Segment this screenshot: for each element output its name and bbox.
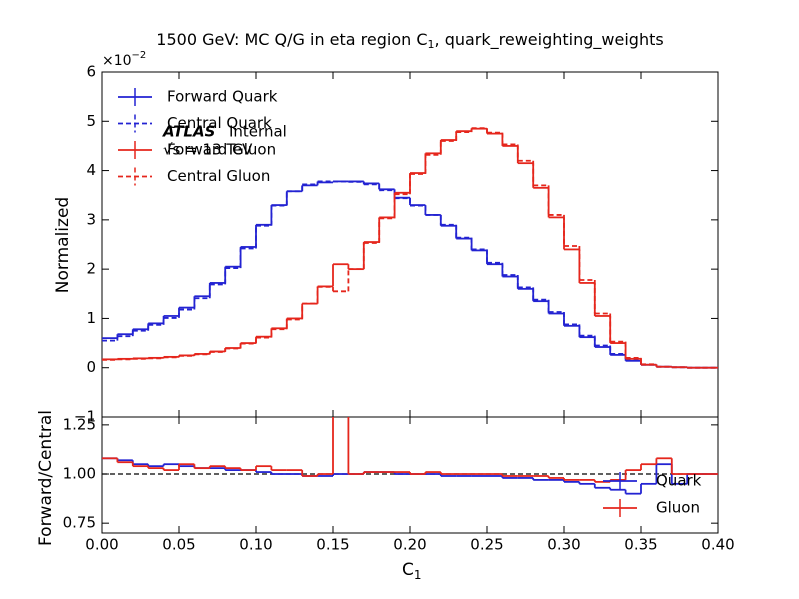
- chart-title: 1500 GeV: MC Q/G in eta region C1, quark…: [156, 30, 663, 52]
- legend-label: Forward Gluon: [167, 141, 276, 159]
- y-offset: ×10−2: [102, 50, 146, 69]
- plot-area: [102, 417, 718, 495]
- y-tick-label: −1: [74, 408, 96, 426]
- y-tick-label: 6: [86, 63, 96, 81]
- x-tick-label: 0.25: [470, 536, 503, 554]
- x-tick-label: 0.40: [701, 536, 734, 554]
- energy-label: √s = 13 TeV: [163, 141, 253, 159]
- x-tick-label: 0.00: [85, 536, 118, 554]
- internal-label: Internal: [229, 123, 287, 141]
- x-tick-label: 0.30: [547, 536, 580, 554]
- y-tick-label: 1: [86, 309, 96, 327]
- y-tick-label: 0.75: [63, 514, 96, 532]
- legend-label: Central Gluon: [167, 167, 270, 185]
- legend-label: Central Quark: [167, 114, 272, 132]
- legend-label: Gluon: [656, 499, 700, 517]
- x-tick-label: 0.10: [239, 536, 272, 554]
- y-tick-label: 2: [86, 260, 96, 278]
- y-tick-label: 1.25: [63, 415, 96, 433]
- y-tick-label: 5: [86, 112, 96, 130]
- plot-area: [102, 127, 718, 369]
- x-axis-label: C1: [402, 560, 422, 582]
- y-tick-label: 1.00: [63, 465, 96, 483]
- y-axis-label: Normalized: [53, 197, 73, 293]
- y-tick-label: 4: [86, 161, 96, 179]
- legend-label: Forward Quark: [167, 88, 278, 106]
- x-tick-label: 0.05: [162, 536, 195, 554]
- atlas-label: ATLAS: [162, 123, 215, 141]
- legend-label: Quark: [656, 472, 702, 490]
- y-axis-label: Forward/Central: [36, 410, 56, 546]
- y-tick-label: 0: [86, 358, 96, 376]
- x-tick-label: 0.20: [393, 536, 426, 554]
- x-tick-label: 0.35: [624, 536, 657, 554]
- x-tick-label: 0.15: [316, 536, 349, 554]
- y-tick-label: 3: [86, 210, 96, 228]
